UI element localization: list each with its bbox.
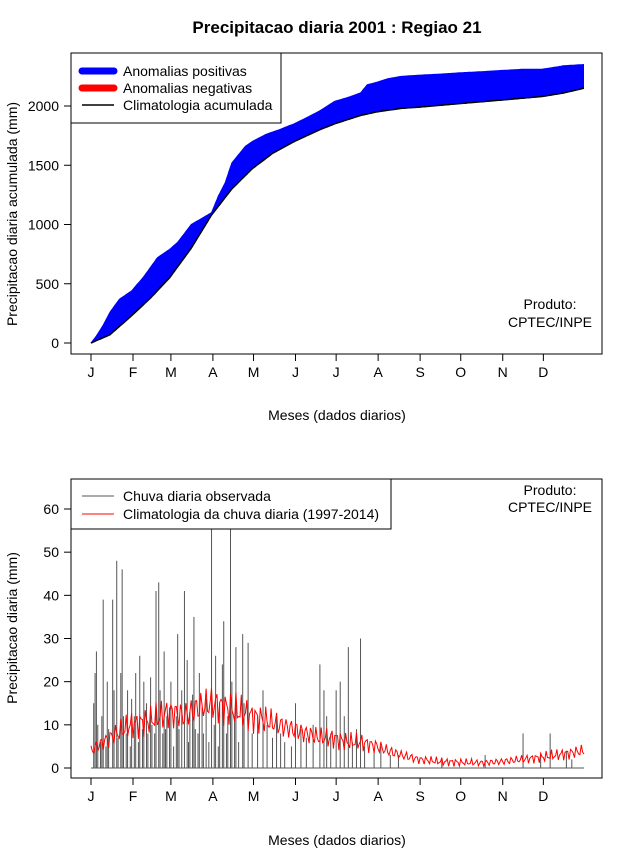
legend-label-climatology: Climatologia acumulada <box>123 97 273 113</box>
x-tick-label: A <box>373 788 383 804</box>
y-tick-label: 50 <box>43 544 59 560</box>
y-tick-label: 0 <box>51 335 59 351</box>
x-tick-label: S <box>415 364 424 380</box>
x-tick-label: A <box>208 364 218 380</box>
y-tick-label: 500 <box>36 276 60 292</box>
x-tick-label: O <box>455 788 466 804</box>
x-tick-label: F <box>129 788 138 804</box>
legend-label-observed: Chuva diaria observada <box>123 488 271 504</box>
chart-title: Precipitacao diaria 2001 : Regiao 21 <box>192 18 481 37</box>
x-tick-label: A <box>373 364 383 380</box>
y-tick-label: 20 <box>43 674 59 690</box>
y-axis: 0 10 20 30 40 50 60 <box>43 501 72 776</box>
x-tick-label: O <box>455 364 466 380</box>
x-axis-label: Meses (dados diarios) <box>268 407 406 423</box>
x-tick-label: N <box>498 364 508 380</box>
y-tick-label: 10 <box>43 717 59 733</box>
x-tick-label: J <box>88 788 95 804</box>
x-tick-label: N <box>498 788 508 804</box>
x-axis-label: Meses (dados diarios) <box>268 832 406 848</box>
x-tick-label: J <box>292 364 299 380</box>
y-tick-label: 40 <box>43 587 59 603</box>
positive-anomaly-area <box>91 64 584 343</box>
x-tick-label: F <box>129 364 138 380</box>
observed-rain-bars <box>91 521 584 769</box>
product-label: Produto: <box>524 482 577 498</box>
x-tick-label: S <box>415 788 424 804</box>
legend: Chuva diaria observada Climatologia da c… <box>70 478 392 530</box>
y-tick-label: 1500 <box>28 157 59 173</box>
product-label: Produto: <box>524 296 577 312</box>
x-tick-label: J <box>292 788 299 804</box>
y-axis-label: Precipitacao diaria acumulada (mm) <box>4 102 20 326</box>
y-axis: 0 500 1000 1500 2000 <box>28 98 72 351</box>
product-source: CPTEC/INPE <box>508 314 592 330</box>
x-tick-label: D <box>538 788 548 804</box>
cumulative-precipitation-chart: 0 500 1000 1500 2000 J F M A M J J A S O N D Precipitac… <box>4 52 603 423</box>
x-tick-label: J <box>333 364 340 380</box>
y-tick-label: 30 <box>43 631 59 647</box>
y-tick-label: 2000 <box>28 98 59 114</box>
legend-label-negative: Anomalias negativas <box>123 80 252 96</box>
y-tick-label: 60 <box>43 501 59 517</box>
legend: Anomalias positivas Anomalias negativas … <box>70 52 282 124</box>
y-tick-label: 0 <box>51 760 59 776</box>
climatology-daily-line <box>90 687 585 768</box>
x-tick-label: A <box>208 788 218 804</box>
x-tick-label: J <box>333 788 340 804</box>
legend-box <box>70 478 392 530</box>
y-tick-label: 1000 <box>28 217 59 233</box>
x-tick-label: D <box>538 364 548 380</box>
daily-precipitation-chart: 0 10 20 30 40 50 60 J F M A M J J A S O N D Precipitacao … <box>4 478 603 848</box>
y-axis-label: Precipitacao diaria (mm) <box>4 552 20 704</box>
legend-label-positive: Anomalias positivas <box>123 63 247 79</box>
observed-accumulated-line <box>90 64 585 344</box>
x-tick-label: M <box>248 364 260 380</box>
x-tick-label: M <box>165 788 177 804</box>
legend-label-climatology: Climatologia da chuva diaria (1997-2014) <box>123 506 379 522</box>
x-tick-label: J <box>88 364 95 380</box>
x-tick-label: M <box>248 788 260 804</box>
climatology-accumulated-line <box>90 87 585 344</box>
product-source: CPTEC/INPE <box>508 499 592 515</box>
x-tick-label: M <box>165 364 177 380</box>
